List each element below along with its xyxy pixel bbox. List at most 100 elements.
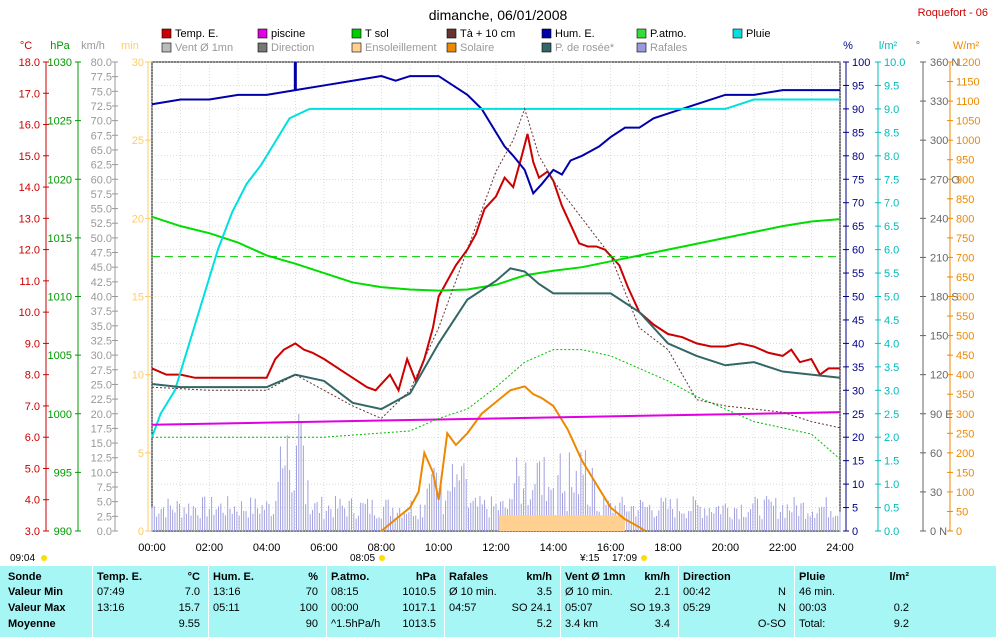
summary-cell-label: 13:16 [213,586,241,598]
sunshine-area [498,515,625,531]
wind-tick-label: 80.0 [91,57,112,69]
solar-tick-label: 900 [956,174,974,186]
wind-tick-label: 75.0 [91,86,112,98]
x-tick-label: 02:00 [196,542,224,554]
press-tick-label: 1005 [48,350,72,362]
summary-cell-label: Total: [799,618,826,630]
legend-swatch [257,42,268,53]
wind-tick-label: 67.5 [91,130,112,142]
wind-tick-label: 50.0 [91,233,112,245]
summary-cell-label: 07:49 [97,586,125,598]
series-p-atmo- [151,215,841,292]
hum-unit-label: % [843,40,853,52]
temp-unit-label: °C [20,40,32,52]
wind-tick-label: 40.0 [91,292,112,304]
summary-cell-label: 00:00 [331,602,359,614]
rain-tick-label: 1.0 [884,479,899,491]
summary-col-title: Hum. E. [213,571,254,583]
summary-cell-label: ^1.5hPa/h [331,618,381,630]
wind-tick-label: 57.5 [91,189,112,201]
sun-unit-label: min [121,40,139,52]
solar-tick-label: 550 [956,311,974,323]
dir-tick-label: 300 [930,135,948,147]
hum-tick-label: 45 [852,315,864,327]
row-label-min: Valeur Min [8,586,64,598]
sun-icon [41,555,47,561]
summary-col-unit: l/m² [889,571,909,583]
series-piscine [151,411,841,426]
solar-tick-label: 350 [956,389,974,401]
summary-cell-value: 1017.1 [402,602,436,614]
legend-swatch [161,42,172,53]
rain-tick-label: 6.0 [884,245,899,257]
summary-col-title: P.atmo. [331,571,370,583]
solar-tick-label: 1000 [956,135,980,147]
rain-tick-label: 2.5 [884,409,899,421]
wind-tick-label: 77.5 [91,72,112,84]
summary-cell-value: O-SO [757,618,786,630]
sun-tick-label: 15 [132,292,144,304]
temp-tick-label: 17.0 [19,88,40,100]
legend-label: Vent Ø 1mn [175,42,233,54]
solar-tick-label: 1050 [956,116,980,128]
summary-cell-value: 15.7 [178,602,200,614]
dir-tick-label: 120 [930,370,948,382]
summary-cell-value: 3.5 [536,586,552,598]
dir-tick-label: 30 [930,487,942,499]
summary-col-title: Vent Ø 1mn [565,571,626,583]
summary-cell-value: 3.4 [654,618,670,630]
legend-swatch [446,42,457,53]
solar-tick-label: 300 [956,409,974,421]
temp-tick-label: 5.0 [25,463,40,475]
x-tick-label: 18:00 [654,542,682,554]
rain-tick-label: 9.5 [884,80,899,92]
wind-tick-label: 27.5 [91,365,112,377]
solar-tick-label: 950 [956,155,974,167]
wind-tick-label: 2.5 [97,511,112,523]
legend-swatch [446,28,457,39]
dir-tick-label: 330 [930,96,948,108]
sun-tick-label: 20 [132,213,144,225]
wind-tick-label: 30.0 [91,350,112,362]
x-tick-label: 22:00 [769,542,797,554]
hum-tick-label: 30 [852,385,864,397]
wind-tick-label: 12.5 [91,453,112,465]
series-group [151,62,841,532]
hum-tick-label: 60 [852,245,864,257]
temp-tick-label: 12.0 [19,245,40,257]
series-t-10-cm [151,107,841,429]
summary-cell-value: 1013.5 [402,618,436,630]
summary-table: Sonde Valeur Min Valeur Max Moyenne Temp. E.… [0,566,996,637]
rain-tick-label: 3.5 [884,362,899,374]
solar-tick-label: 700 [956,252,974,264]
hum-tick-label: 20 [852,432,864,444]
summary-column: P.atmo. hPa 08:15 1010.5 00:00 1017.1 ^1.5hPa/… [326,566,442,637]
summary-cell-value: N [778,586,786,598]
solar-tick-label: 1200 [956,57,980,69]
summary-cell-label: 3.4 km [565,618,599,630]
solar-tick-label: 750 [956,233,974,245]
summary-column: Rafales km/h Ø 10 min. 3.5 04:57 SO 24.1 5.2 [444,566,558,637]
solar-unit-label: W/m² [953,40,980,52]
start-time-label: 09:04 [10,553,35,564]
summary-cell-value: 9.2 [893,618,909,630]
series-hum-e- [151,75,840,196]
rain-tick-label: 6.5 [884,221,899,233]
temp-tick-label: 16.0 [19,120,40,132]
summary-cell-label: Ø 10 min. [449,586,497,598]
legend-label: Tà + 10 cm [460,28,515,40]
legend-swatch [541,28,552,39]
legend-swatch [636,28,647,39]
sun-tick-label: 30 [132,57,144,69]
legend-label: Pluie [746,28,770,40]
summary-cell-label: 05:29 [683,602,711,614]
x-tick-label: 20:00 [712,542,740,554]
dir-tick-label: 270 O [930,174,960,186]
wind-tick-label: 15.0 [91,438,112,450]
sun-tick-label: 0 [138,526,144,538]
wind-tick-label: 25.0 [91,379,112,391]
summary-col-unit: % [308,571,318,583]
sunrise-icon [379,555,385,561]
dir-tick-label: 90 E [930,409,953,421]
summary-col-unit: °C [187,571,200,583]
